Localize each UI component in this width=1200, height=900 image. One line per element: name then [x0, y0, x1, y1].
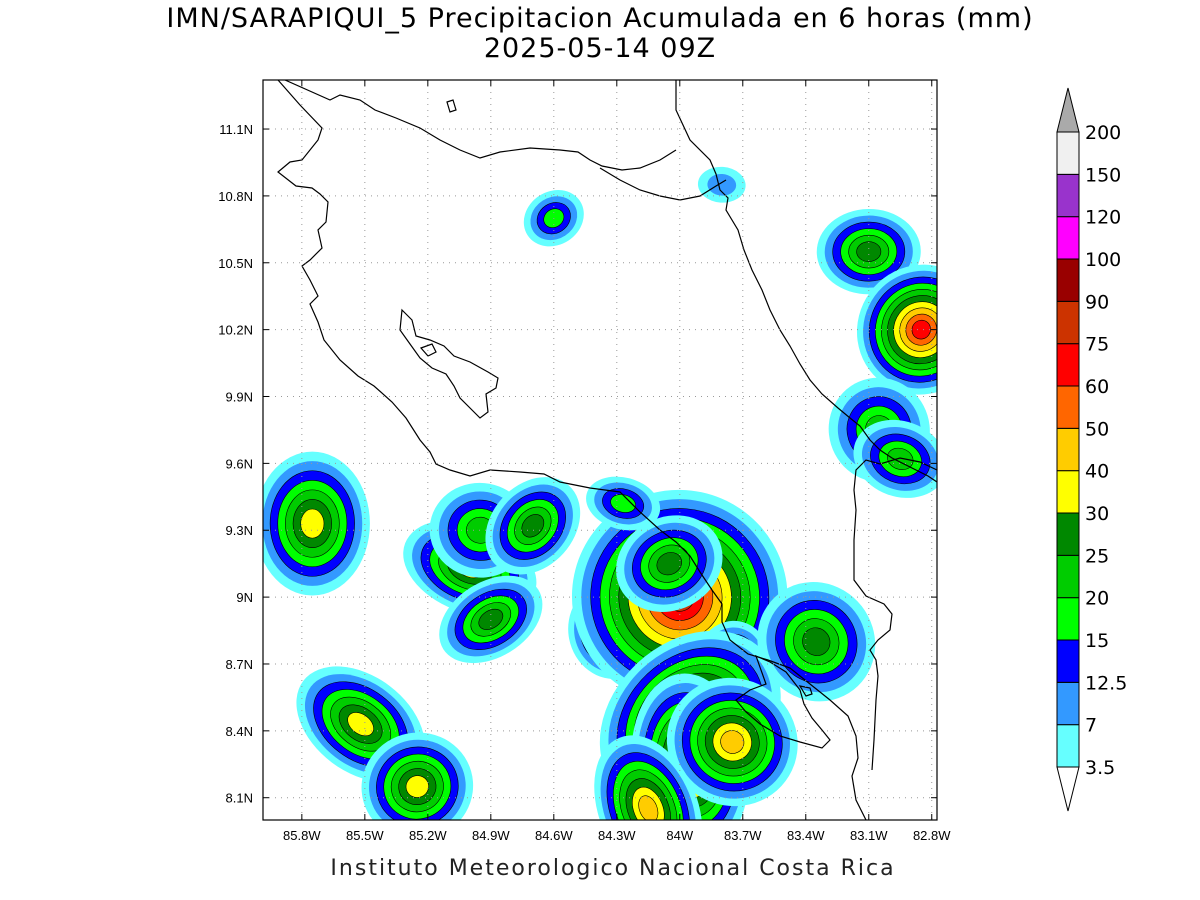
legend-swatch: [1056, 512, 1080, 556]
legend-swatch: [1056, 131, 1080, 175]
precip-level-contour: [347, 712, 374, 737]
precip-cell: [856, 264, 937, 395]
legend-label: 200: [1085, 122, 1121, 144]
chart-subtitle-date: 2025-05-14 09Z: [483, 33, 717, 64]
precip-cell: [594, 735, 703, 820]
legend-label: 75: [1085, 334, 1109, 356]
legend-label: 40: [1085, 461, 1109, 483]
precip-level-contour: [405, 775, 429, 798]
lat-tick-label: 9.9N: [226, 390, 253, 405]
lon-tick-label: 83.1W: [850, 828, 888, 843]
legend-swatch: [1056, 639, 1080, 683]
lon-tick-label: 84W: [666, 828, 693, 843]
legend-label: 15: [1085, 630, 1109, 652]
lon-tick-label: 82.8W: [913, 828, 951, 843]
legend-swatch: [1056, 300, 1080, 345]
precip-level-contour: [656, 552, 683, 576]
legend-label: 25: [1085, 545, 1109, 567]
coastline-borders: [277, 80, 937, 820]
legend-swatch: [1056, 597, 1080, 641]
precip-level-contour: [521, 514, 545, 538]
legend-label: 150: [1085, 164, 1121, 186]
legend-swatch: [1056, 216, 1080, 260]
legend-swatch: [1056, 343, 1080, 387]
lon-tick-label: 84.6W: [535, 828, 573, 843]
lon-tick-label: 85.2W: [409, 828, 447, 843]
legend-swatch: [1056, 385, 1080, 429]
precip-level-contour: [802, 627, 831, 656]
legend-swatch: [1056, 173, 1080, 218]
lon-tick-label: 83.4W: [787, 828, 825, 843]
institution-footer: Instituto Meteorologico Nacional Costa R…: [330, 856, 896, 881]
map-gridlines: [263, 80, 937, 820]
legend-label: 3.5: [1085, 757, 1115, 779]
precip-level-contour: [300, 508, 325, 539]
lon-tick-label: 84.9W: [472, 828, 510, 843]
legend-swatch: [1056, 681, 1080, 726]
chart-title: IMN/SARAPIQUI_5 Precipitacion Acumulada …: [166, 3, 1034, 34]
legend-label: 20: [1085, 588, 1109, 610]
lon-tick-label: 83.7W: [724, 828, 762, 843]
legend-label: 7: [1085, 715, 1097, 737]
legend-swatch: [1056, 470, 1080, 514]
legend-swatch: [1056, 554, 1080, 599]
lat-tick-label: 8.4N: [226, 724, 253, 739]
precip-cell: [757, 582, 876, 702]
lat-tick-label: 9.3N: [226, 523, 253, 538]
longitude-tick-labels: 85.8W 85.5W 85.2W 84.9W 84.6W 84.3W 84W 83.7W 83…: [283, 828, 951, 843]
lat-tick-label: 11.1N: [219, 122, 253, 137]
color-legend: 3.5 7 12.5 15 20 25 30 40 50 60 75 90 100 120 150 200: [1056, 87, 1127, 812]
precip-cell: [586, 476, 661, 531]
lon-tick-label: 85.5W: [346, 828, 384, 843]
legend-label: 50: [1085, 418, 1109, 440]
precip-cell: [485, 477, 581, 575]
legend-label: 30: [1085, 503, 1109, 525]
lat-tick-label: 8.7N: [226, 657, 253, 672]
legend-underflow-arrow: [1056, 766, 1080, 812]
precip-cell: [263, 451, 370, 596]
precip-cell: [361, 732, 474, 820]
precip-level-contour: [887, 447, 914, 470]
legend-label: 60: [1085, 376, 1109, 398]
legend-swatch: [1056, 724, 1080, 768]
legend-swatch: [1056, 258, 1080, 302]
precip-level-contour: [638, 795, 659, 820]
plot-frame: [262, 79, 938, 821]
precip-cell: [439, 575, 543, 664]
precipitation-field: [263, 166, 937, 820]
legend-label: 100: [1085, 249, 1121, 271]
legend-swatch: [1056, 427, 1080, 472]
legend-overflow-arrow: [1056, 87, 1080, 133]
lat-tick-label: 10.5N: [218, 256, 253, 271]
precip-level-contour: [911, 319, 931, 340]
precip-cell: [853, 419, 937, 498]
precip-cell: [666, 677, 798, 807]
latitude-tick-labels: 11.1N 10.8N 10.5N 10.2N 9.9N 9.6N 9.3N 9N 8.7N 8.…: [218, 122, 253, 806]
precip-level-contour: [720, 730, 745, 754]
precip-level-contour: [707, 173, 737, 196]
axis-ticks: [263, 80, 937, 820]
legend-label: 90: [1085, 291, 1109, 313]
precip-level-contour: [856, 241, 882, 262]
lat-tick-label: 10.8N: [218, 189, 253, 204]
precip-level-contour: [478, 608, 504, 630]
precip-cell: [697, 166, 746, 203]
lat-tick-label: 9N: [236, 590, 253, 605]
lon-tick-label: 84.3W: [598, 828, 636, 843]
lat-tick-label: 10.2N: [218, 323, 253, 338]
lat-tick-label: 9.6N: [226, 456, 253, 471]
lat-tick-label: 8.1N: [226, 791, 253, 806]
legend-label: 120: [1085, 207, 1121, 229]
lon-tick-label: 85.8W: [283, 828, 321, 843]
legend-label: 12.5: [1085, 672, 1127, 694]
